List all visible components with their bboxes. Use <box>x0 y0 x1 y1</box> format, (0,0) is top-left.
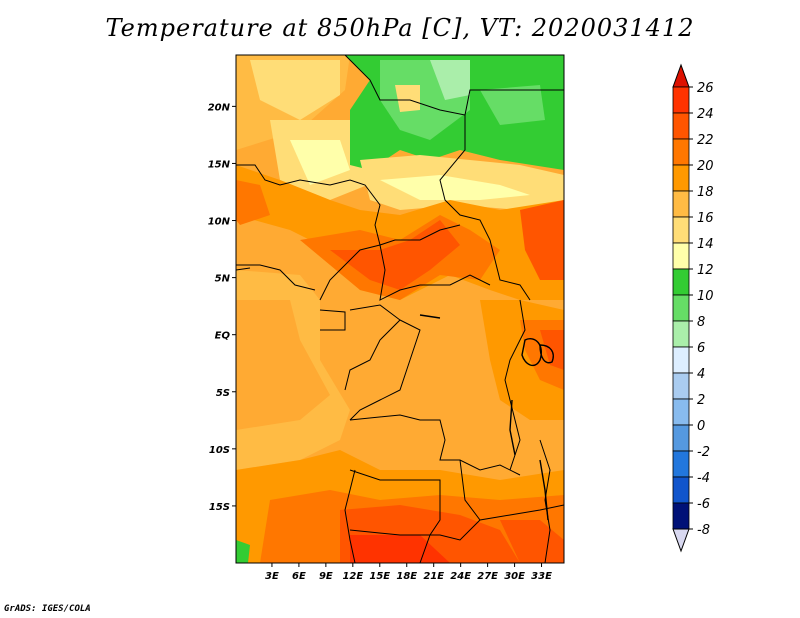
lon-tick-label: 9E <box>319 571 333 582</box>
latitude-axis: 20N 15N 10N 5N EQ 5S 10S 15S <box>208 102 236 513</box>
lon-tick-label: 12E <box>342 571 363 582</box>
lon-tick-label: 30E <box>504 571 525 582</box>
lon-tick-label: 24E <box>450 571 471 582</box>
plot-frame <box>235 54 565 564</box>
colorbar-label: 6 <box>697 341 705 356</box>
colorbar-bottom-arrow <box>672 528 690 553</box>
lat-tick-label: 20N <box>208 102 231 113</box>
colorbar-swatch <box>672 216 690 244</box>
colorbar-label: 18 <box>697 185 714 200</box>
colorbar-swatch <box>672 112 690 140</box>
colorbar-top-arrow <box>672 63 690 88</box>
colorbar-swatch <box>672 346 690 374</box>
colorbar-swatch <box>672 502 690 530</box>
colorbar-swatch <box>672 138 690 166</box>
colorbar-swatch <box>672 268 690 296</box>
colorbar-label: 24 <box>697 107 714 122</box>
colorbar-label: 2 <box>697 393 705 408</box>
colorbar-label: 10 <box>697 289 714 304</box>
colorbar-label: 0 <box>697 419 705 434</box>
country-borders <box>236 55 564 563</box>
lat-tick-label: 10N <box>208 217 231 228</box>
lat-tick-label: 10S <box>209 445 230 456</box>
lon-tick-label: 27E <box>477 571 498 582</box>
colorbar-swatch <box>672 476 690 504</box>
lon-tick-label: 15E <box>369 571 390 582</box>
colorbar-swatch <box>672 372 690 400</box>
colorbar-label: 14 <box>697 237 714 252</box>
lat-tick-label: 15S <box>209 502 230 513</box>
lon-tick-label: 33E <box>531 571 552 582</box>
colorbar-label: 16 <box>697 211 714 226</box>
lon-tick-label: 6E <box>292 571 306 582</box>
colorbar-swatch <box>672 190 690 218</box>
colorbar-label: -2 <box>697 445 710 460</box>
lat-tick-label: 5S <box>216 388 230 399</box>
colorbar-swatch <box>672 424 690 452</box>
longitude-axis: 3E 6E 9E 12E 15E 18E 21E 24E 27E 30E 33E <box>265 563 552 582</box>
lakes <box>419 314 554 521</box>
colorbar-label: 22 <box>697 133 714 148</box>
colorbar-swatch <box>672 450 690 478</box>
lon-tick-label: 21E <box>423 571 444 582</box>
colorbar-swatch <box>672 398 690 426</box>
chart-title: Temperature at 850hPa [C], VT: 202003141… <box>105 14 695 42</box>
colorbar-label: -4 <box>697 471 710 486</box>
colorbar-label: 26 <box>697 81 714 96</box>
lat-tick-label: 15N <box>208 159 231 170</box>
colorbar-label: 12 <box>697 263 714 278</box>
colorbar-swatch <box>672 86 690 114</box>
lon-tick-label: 18E <box>396 571 417 582</box>
colorbar-label: 20 <box>697 159 714 174</box>
colorbar-label: -8 <box>697 523 710 538</box>
colorbar-label: 4 <box>697 367 705 382</box>
colorbar-label: -6 <box>697 497 710 512</box>
colorbar-label: 8 <box>697 315 705 330</box>
lon-tick-label: 3E <box>265 571 279 582</box>
lat-tick-label: 5N <box>215 274 231 285</box>
colorbar-swatch <box>672 164 690 192</box>
colorbar-swatch <box>672 294 690 322</box>
grads-credit: GrADS: IGES/COLA <box>4 604 91 614</box>
colorbar-swatch <box>672 320 690 348</box>
temperature-field <box>236 55 564 563</box>
colorbar-swatch <box>672 242 690 270</box>
lat-tick-label: EQ <box>215 331 231 342</box>
